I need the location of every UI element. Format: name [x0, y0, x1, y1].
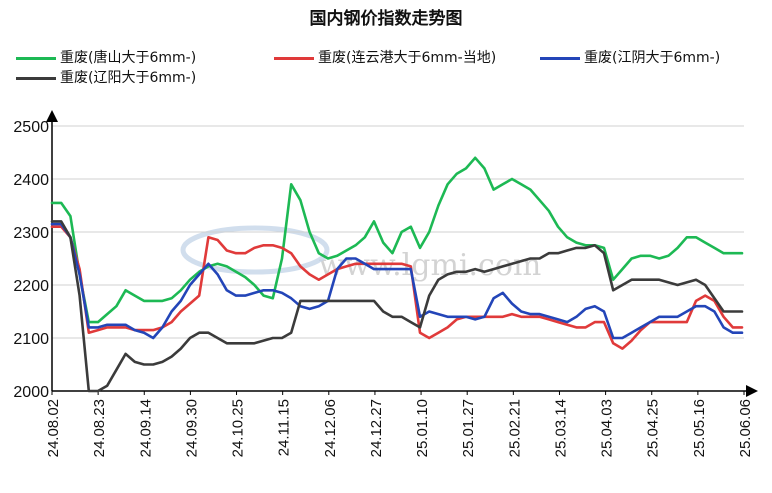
x-tick-label: 24.08.23 — [91, 399, 108, 457]
x-tick-label: 24.08.02 — [45, 399, 62, 457]
chart-title: 国内钢价指数走势图 — [309, 9, 463, 29]
series-line-liaoyang — [50, 220, 744, 393]
legend-swatch-lianyungang — [274, 56, 314, 60]
x-tick-label: 25.01.27 — [460, 399, 477, 457]
series-line-tangshan — [50, 156, 744, 324]
y-tick-label: 2400 — [13, 172, 49, 189]
legend-swatch-jiangyin — [540, 56, 580, 60]
x-tick-label: 24.12.06 — [322, 399, 339, 457]
y-tick-label: 2000 — [13, 384, 49, 401]
x-tick-label: 25.02.21 — [506, 399, 523, 457]
legend-label-lianyungang: 重废(连云港大于6mm-当地) — [318, 50, 497, 66]
x-tick-label: 25.04.03 — [599, 399, 616, 457]
y-tick-label: 2100 — [13, 331, 49, 348]
legend-item-jiangyin: 重废(江阴大于6mm-) — [540, 50, 720, 66]
legend-swatch-tangshan — [16, 56, 56, 60]
y-tick-label: 2200 — [13, 278, 49, 295]
legend-item-tangshan: 重废(唐山大于6mm-) — [16, 50, 196, 66]
x-tick-label: 24.11.15 — [276, 399, 293, 456]
x-tick-label: 25.05.16 — [691, 399, 708, 457]
series-line-lianyungang — [50, 225, 744, 350]
legend-swatch-liaoyang — [16, 76, 56, 80]
legend-label-tangshan: 重废(唐山大于6mm-) — [60, 50, 197, 66]
legend-label-jiangyin: 重废(江阴大于6mm-) — [584, 50, 721, 66]
legend-item-liaoyang: 重废(辽阳大于6mm-) — [16, 70, 196, 86]
x-axis-arrow — [746, 385, 758, 397]
x-tick-label: 24.09.14 — [137, 399, 154, 457]
y-tick-label: 2300 — [13, 225, 49, 242]
x-tick-label: 25.04.25 — [645, 399, 662, 457]
x-tick-label: 25.03.14 — [552, 399, 569, 457]
x-tick-label: 25.01.10 — [414, 399, 431, 457]
x-tick-label: 25.06.06 — [737, 399, 754, 457]
watermark-logo — [180, 225, 330, 275]
series-line-jiangyin — [50, 222, 744, 340]
y-tick-label: 2500 — [13, 119, 49, 136]
x-tick-label: 24.10.25 — [230, 399, 247, 457]
legend-item-lianyungang: 重废(连云港大于6mm-当地) — [274, 50, 496, 66]
legend-label-liaoyang: 重废(辽阳大于6mm-) — [60, 70, 197, 86]
x-tick-label: 24.12.27 — [368, 399, 385, 457]
y-axis-arrow — [46, 110, 58, 122]
x-tick-label: 24.09.30 — [183, 399, 200, 457]
